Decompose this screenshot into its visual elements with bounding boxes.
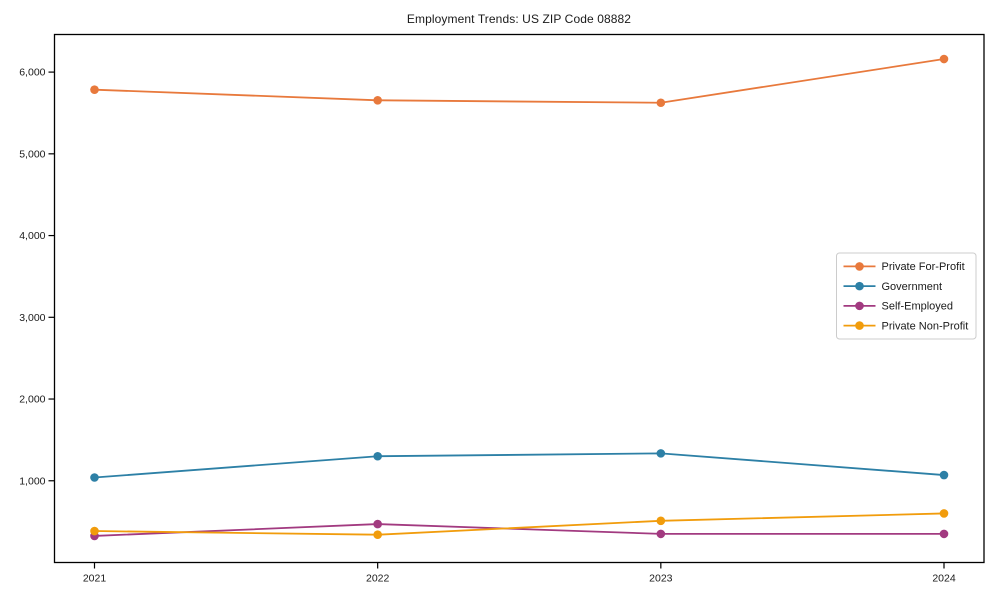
data-point-self-employed xyxy=(939,529,949,539)
data-point-private-non-profit xyxy=(373,530,382,540)
legend-label: Private For-Profit xyxy=(882,261,965,273)
data-point-private-non-profit xyxy=(656,516,666,526)
series-line-self-employed xyxy=(94,523,944,537)
data-point-self-employed xyxy=(373,519,382,529)
data-point-self-employed xyxy=(656,529,666,539)
series-line-private-for-profit xyxy=(94,58,945,104)
data-point-private-for-profit xyxy=(373,95,382,105)
y-tick-label: 1,000 xyxy=(19,475,45,487)
data-point-private-for-profit xyxy=(656,98,666,108)
data-point-government xyxy=(373,451,382,461)
x-tick-label: 2024 xyxy=(932,573,956,585)
data-point-private-for-profit xyxy=(90,85,99,94)
chart-title: Employment Trends: US ZIP Code 08882 xyxy=(406,12,632,26)
data-point-government xyxy=(656,449,666,458)
data-point-private-non-profit xyxy=(939,509,949,518)
data-point-government xyxy=(939,470,949,480)
legend-box xyxy=(836,252,977,340)
x-tick-label: 2022 xyxy=(366,573,390,585)
y-tick-label: 2,000 xyxy=(19,394,45,406)
legend-label: Self-Employed xyxy=(882,301,954,313)
x-tick-label: 2021 xyxy=(83,573,107,585)
legend-label: Government xyxy=(882,281,943,293)
y-tick-label: 3,000 xyxy=(19,312,45,324)
legend-marker xyxy=(855,262,864,271)
plot-border xyxy=(53,33,985,564)
data-point-private-non-profit xyxy=(90,526,99,536)
legend-marker xyxy=(855,301,864,311)
data-point-private-for-profit xyxy=(939,54,949,64)
y-tick-label: 4,000 xyxy=(19,230,45,242)
y-tick-label: 5,000 xyxy=(19,148,45,160)
x-tick-label: 2023 xyxy=(649,573,673,585)
legend-label: Private Non-Profit xyxy=(882,320,969,332)
series-line-private-non-profit xyxy=(94,512,945,536)
legend-marker xyxy=(855,281,864,291)
data-point-government xyxy=(90,473,99,482)
series-line-government xyxy=(94,452,945,479)
y-tick-label: 6,000 xyxy=(19,67,45,79)
legend-marker xyxy=(855,321,864,330)
